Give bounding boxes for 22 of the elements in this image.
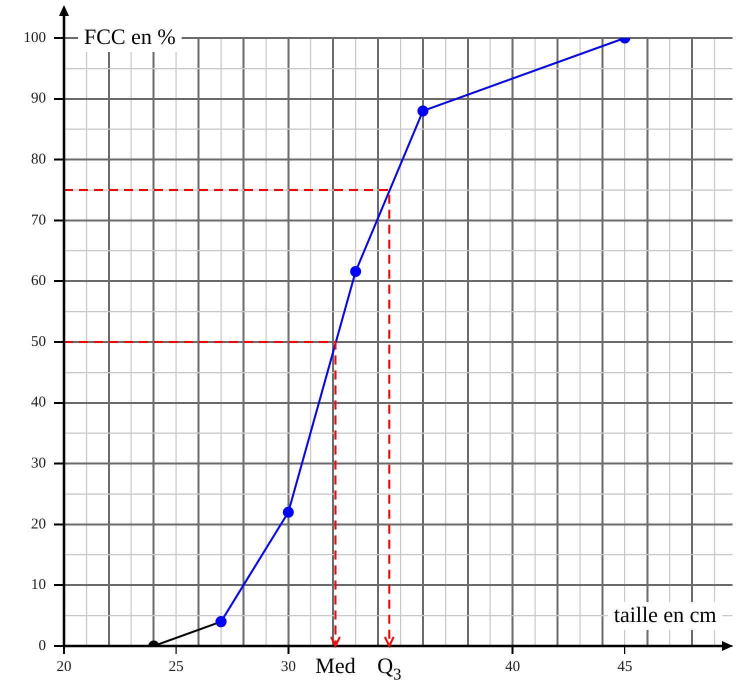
x-axis-title: taille en cm	[614, 602, 716, 627]
y-axis-title: FCC en %	[84, 24, 176, 49]
point	[282, 506, 294, 518]
y-tick-label: 70	[31, 212, 46, 228]
x-tick-label: 20	[56, 658, 72, 675]
x-tick-label: 45	[617, 658, 632, 675]
x-tick-label: 40	[505, 658, 520, 675]
point	[350, 266, 362, 277]
y-tick-label: 60	[31, 273, 46, 290]
x-tick-label: 30	[280, 658, 296, 675]
x-tick-label: 25	[168, 658, 184, 675]
y-tick-label: 80	[31, 152, 46, 168]
y-tick-label: 20	[31, 516, 46, 532]
y-tick-label: 30	[31, 456, 46, 472]
y-tick-label: 40	[31, 394, 46, 411]
annotation: Med	[315, 653, 356, 678]
y-tick-label: 0	[38, 638, 46, 654]
point	[417, 105, 428, 116]
y-tick-label: 50	[31, 334, 46, 350]
y-tick-label: 10	[31, 577, 46, 594]
y-tick-label: 90	[31, 90, 46, 107]
y-tick-label: 100	[24, 30, 46, 46]
